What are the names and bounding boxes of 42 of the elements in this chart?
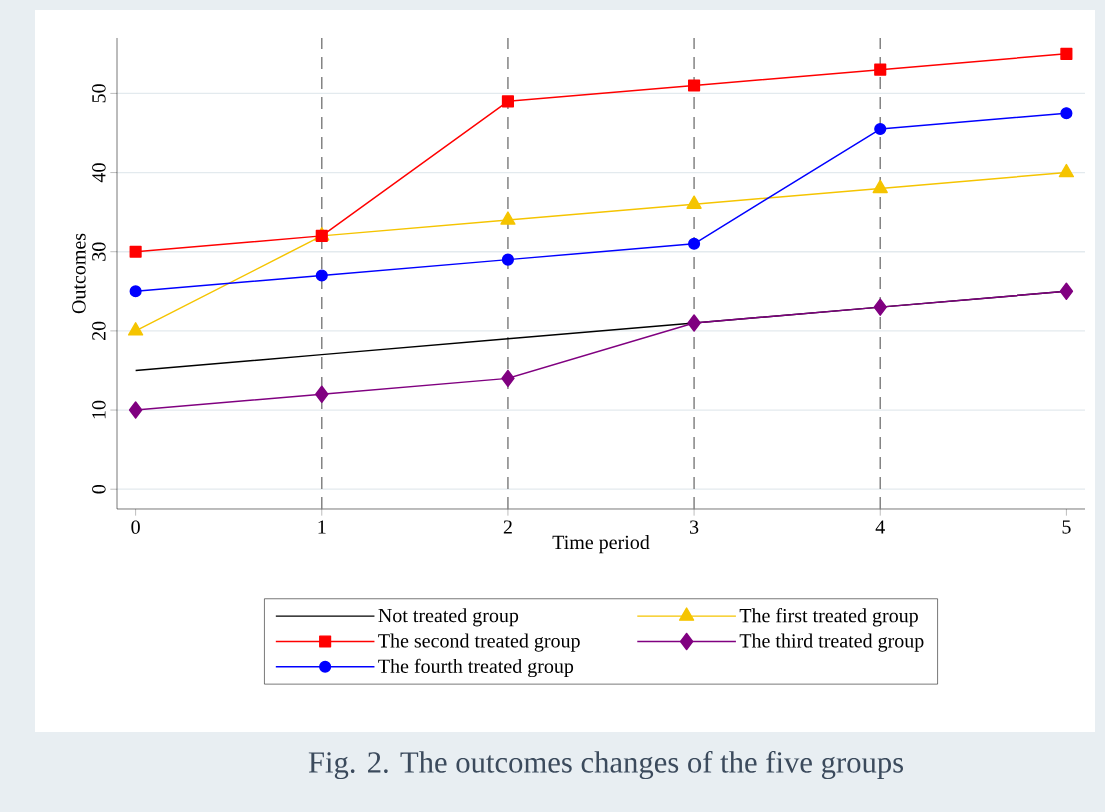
point: [501, 369, 515, 388]
legend-label: The first treated group: [739, 608, 918, 627]
x-tick-label: 2: [503, 520, 512, 534]
point: [874, 63, 887, 76]
point: [501, 95, 514, 108]
x-tick-label: 0: [131, 520, 140, 534]
caption: Fig. 2. The outcomes changes of the five groups: [308, 750, 904, 780]
point: [501, 253, 514, 266]
legend-label: The second treated group: [378, 633, 580, 652]
legend-label: Not treated group: [378, 608, 519, 627]
legend-label: The third treated group: [739, 633, 924, 652]
point: [688, 237, 701, 250]
point: [315, 385, 329, 403]
point: [1060, 107, 1073, 120]
point: [1058, 163, 1075, 178]
point: [1060, 47, 1073, 60]
y-tick-label: 40: [92, 163, 106, 183]
point: [873, 298, 887, 316]
y-axis-title: Outcomes: [72, 233, 86, 314]
point: [872, 179, 888, 194]
point: [129, 285, 142, 298]
point: [500, 211, 516, 225]
point: [688, 79, 701, 92]
point: [686, 195, 702, 209]
x-tick-label: 5: [1062, 520, 1071, 534]
point: [129, 245, 142, 258]
y-tick-label: 50: [92, 84, 106, 103]
point: [874, 122, 887, 136]
point: [687, 314, 701, 332]
y-tick-label: 20: [92, 321, 106, 341]
x-tick-label: 4: [875, 520, 885, 534]
legend-label: The fourth treated group: [378, 658, 574, 678]
point: [1059, 282, 1074, 301]
x-tick-label: 3: [690, 520, 699, 534]
y-tick-label: 10: [92, 400, 106, 419]
x-tick-label: 1: [318, 520, 326, 534]
point: [315, 269, 328, 282]
point: [127, 322, 144, 336]
x-axis-title: Time period: [552, 535, 650, 554]
y-tick-label: 30: [92, 242, 106, 261]
point: [128, 401, 143, 419]
y-tick-label: 0: [92, 484, 106, 494]
